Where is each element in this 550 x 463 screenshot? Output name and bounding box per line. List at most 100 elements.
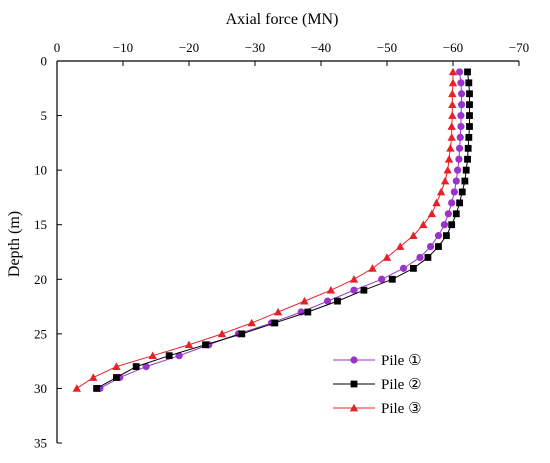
data-point [419,220,428,229]
data-point [175,352,183,360]
y-tick-label: 5 [41,108,48,123]
data-point [184,340,194,349]
x-ticks: 0 −10 −20 −30 −40 −50 −60 −70 [54,40,529,66]
data-point [349,275,359,283]
data-point [465,79,473,87]
data-point [304,308,312,316]
data-point [410,264,417,272]
data-point [435,243,442,250]
axes: 0 −10 −20 −30 −40 −50 −60 −70 0 5 10 15 20 25 30 35 [34,40,529,451]
data-point [456,133,464,141]
data-point [464,68,471,76]
legend-label: Pile ① [381,353,422,369]
series-line [96,71,470,389]
data-point [446,144,455,152]
data-point [457,122,465,131]
data-point [448,67,458,76]
legend-item: Pile ② [333,377,422,393]
data-point [454,166,462,174]
legend-label: Pile ② [381,377,422,393]
data-point [455,155,463,163]
data-point [444,155,454,163]
series-pile-3 [72,67,458,392]
data-point [132,363,140,370]
legend-marker [350,356,358,364]
series-line [99,71,463,389]
data-point [399,264,408,272]
x-tick-label: −50 [377,40,397,55]
data-point [447,133,456,141]
legend-item: Pile ③ [333,401,422,417]
data-point [388,275,396,283]
data-point [448,221,456,229]
data-point [456,199,463,207]
data-point [416,253,424,262]
y-tick-label: 30 [34,381,47,396]
data-point [448,78,458,87]
y-tick-label: 25 [34,326,47,341]
data-point [396,242,405,250]
data-point [326,286,336,294]
data-point [165,352,173,360]
data-point [426,242,435,251]
data-point [448,199,456,207]
data-point [462,166,470,174]
x-axis-title: Axial force (MN) [226,11,339,28]
x-tick-label: −10 [113,40,133,55]
data-point [443,232,450,240]
legend: Pile ① Pile ② Pile ③ [333,353,422,417]
y-tick-label: 0 [41,54,48,69]
y-tick-label: 35 [34,436,47,451]
series-pile-1 [96,68,466,393]
data-point [444,210,452,218]
data-point [273,307,283,316]
data-point [464,155,471,163]
data-point [452,177,460,185]
x-tick-label: −70 [509,40,529,55]
data-point [378,275,386,283]
x-tick-label: 0 [54,40,61,55]
data-point [300,296,309,305]
data-point [466,101,473,109]
series-line [76,71,454,389]
data-point [424,254,432,261]
legend-marker [350,380,358,388]
data-point [456,68,464,76]
data-point [458,188,466,196]
data-point [142,363,150,371]
data-point [382,253,392,261]
data-point [440,176,450,185]
legend-marker [349,403,359,412]
x-tick-label: −40 [311,40,331,55]
data-point [350,286,358,294]
data-point [89,373,98,381]
data-point [457,79,465,87]
data-point [238,330,246,338]
data-point [93,385,100,392]
series-pile-2 [93,68,473,392]
data-point [271,319,279,327]
data-point [148,351,157,360]
data-point [448,100,457,109]
data-point [434,232,443,240]
y-tick-label: 15 [34,217,47,232]
data-point [457,90,466,98]
x-tick-label: −30 [245,40,265,55]
data-point [72,384,81,392]
data-point [457,101,466,109]
data-point [113,374,120,381]
data-point [360,286,368,294]
data-point [456,144,464,152]
x-tick-label: −20 [179,40,199,55]
y-axis-title: Depth (m) [6,211,23,277]
y-ticks: 0 5 10 15 20 25 30 35 [34,54,62,451]
data-point [247,318,256,327]
data-point [202,341,209,349]
y-tick-label: 10 [34,163,47,178]
plot-area [72,67,473,393]
x-tick-label: −60 [443,40,463,55]
legend-label: Pile ③ [381,401,422,417]
data-point [466,123,473,130]
y-tick-label: 20 [34,272,47,287]
data-point [464,144,472,152]
